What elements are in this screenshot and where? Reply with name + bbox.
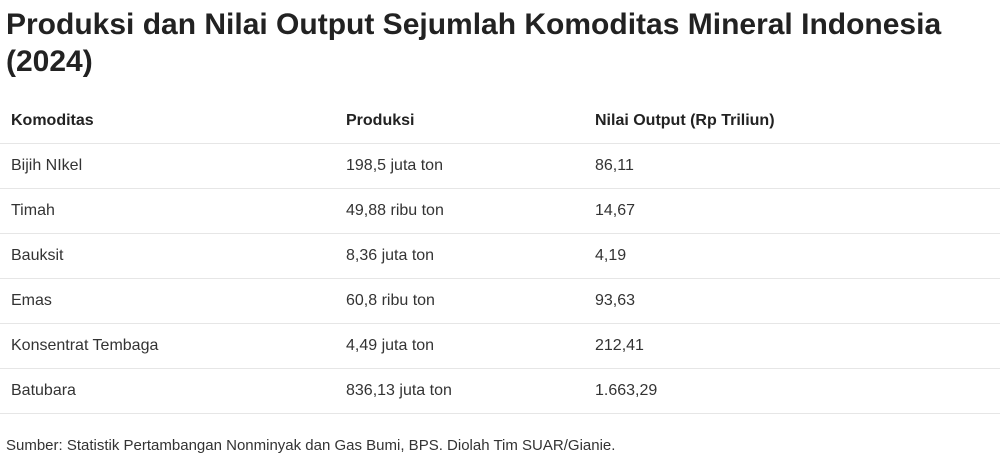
cell-nilai-output: 212,41 (595, 323, 1000, 369)
table-row: Konsentrat Tembaga 4,49 juta ton 212,41 (0, 323, 1000, 369)
cell-produksi: 60,8 ribu ton (346, 278, 595, 324)
column-header-nilai-output: Nilai Output (Rp Triliun) (595, 112, 775, 129)
cell-nilai-output: 86,11 (595, 143, 1000, 189)
table-row: Timah 49,88 ribu ton 14,67 (0, 188, 1000, 234)
cell-komoditas: Emas (0, 278, 346, 324)
table-row: Bijih NIkel 198,5 juta ton 86,11 (0, 143, 1000, 189)
cell-komoditas: Timah (0, 188, 346, 234)
table-row: Batubara 836,13 juta ton 1.663,29 (0, 368, 1000, 414)
table-row: Bauksit 8,36 juta ton 4,19 (0, 233, 1000, 279)
cell-nilai-output: 4,19 (595, 233, 1000, 279)
chart-title: Produksi dan Nilai Output Sejumlah Komod… (6, 8, 942, 78)
cell-produksi: 49,88 ribu ton (346, 188, 595, 234)
source-note: Sumber: Statistik Pertambangan Nonminyak… (6, 437, 616, 454)
cell-nilai-output: 14,67 (595, 188, 1000, 234)
cell-nilai-output: 93,63 (595, 278, 1000, 324)
table-header-row: Komoditas Produksi Nilai Output (Rp Tril… (0, 99, 1000, 144)
data-table: Komoditas Produksi Nilai Output (Rp Tril… (0, 99, 1000, 414)
cell-produksi: 4,49 juta ton (346, 323, 595, 369)
cell-nilai-output: 1.663,29 (595, 368, 1000, 414)
cell-produksi: 836,13 juta ton (346, 368, 595, 414)
table-row: Emas 60,8 ribu ton 93,63 (0, 278, 1000, 324)
cell-komoditas: Bijih NIkel (0, 143, 346, 189)
cell-komoditas: Konsentrat Tembaga (0, 323, 346, 369)
cell-produksi: 198,5 juta ton (346, 143, 595, 189)
column-header-komoditas: Komoditas (11, 112, 94, 129)
cell-komoditas: Batubara (0, 368, 346, 414)
cell-komoditas: Bauksit (0, 233, 346, 279)
column-header-produksi: Produksi (346, 112, 415, 129)
cell-produksi: 8,36 juta ton (346, 233, 595, 279)
